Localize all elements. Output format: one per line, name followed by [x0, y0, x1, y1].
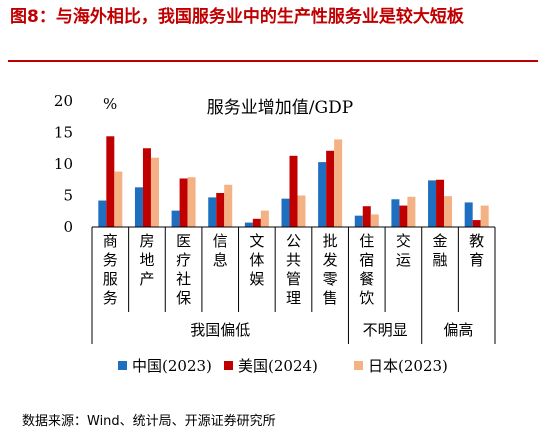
- bar: [281, 198, 290, 227]
- bar-chart: 服务业增加值/GDP % 0 5 10 15 20 商务服务 房地产 医疗社保 信息 文体娱 公共…: [54, 92, 496, 375]
- x-tick-label: 公共管理: [286, 232, 301, 307]
- bar: [244, 222, 253, 227]
- bar: [114, 171, 123, 227]
- bar: [334, 139, 343, 227]
- x-tick-label: 教育: [469, 232, 484, 269]
- bar: [208, 197, 217, 227]
- x-tick-label: 金融: [433, 232, 448, 269]
- bar: [472, 220, 481, 227]
- bar: [216, 192, 225, 227]
- x-tick-label: 商务服务: [103, 232, 118, 307]
- group-label: 偏高: [443, 321, 473, 339]
- x-tick-label: 交运: [396, 232, 411, 269]
- y-tick-label: 0: [63, 218, 73, 236]
- legend-label: 美国(2024): [238, 357, 318, 375]
- y-tick-label: 15: [54, 124, 73, 142]
- y-tick-label: 5: [63, 187, 73, 205]
- bars-layer: [98, 136, 489, 227]
- y-tick-label: 10: [54, 155, 73, 173]
- bar: [150, 157, 159, 227]
- bar: [252, 218, 261, 227]
- bar: [399, 205, 408, 227]
- axes-layer: [91, 226, 496, 344]
- title-divider: [8, 60, 538, 62]
- bar: [106, 136, 115, 227]
- bar: [391, 199, 400, 227]
- figure-title: 图8：与海外相比，我国服务业中的生产性服务业是较大短板: [10, 7, 464, 27]
- bar: [171, 210, 180, 227]
- bar: [142, 148, 151, 227]
- x-tick-label: 批发零售: [323, 232, 338, 307]
- legend-swatch: [118, 361, 127, 370]
- group-labels: 我国偏低 不明显 偏高: [190, 321, 473, 339]
- bar: [224, 184, 233, 227]
- source-note: 数据来源：Wind、统计局、开源证券研究所: [22, 414, 276, 429]
- bar: [428, 180, 437, 227]
- y-unit-label: %: [103, 95, 117, 113]
- bar: [362, 206, 371, 227]
- bar: [297, 195, 306, 227]
- bar: [370, 214, 379, 227]
- x-tick-label: 房地产: [139, 232, 154, 288]
- legend-label: 中国(2023): [132, 357, 212, 375]
- bar: [354, 215, 363, 227]
- bar: [134, 187, 143, 227]
- x-tick-label: 医疗社保: [176, 232, 191, 307]
- bar: [407, 196, 416, 227]
- x-tick-label: 文体娱: [249, 232, 264, 288]
- x-tick-label: 住宿餐饮: [359, 232, 374, 307]
- y-axis-ticks: 0 5 10 15 20: [54, 92, 73, 236]
- bar: [480, 205, 489, 227]
- bar: [289, 155, 298, 227]
- group-label: 不明显: [363, 321, 408, 339]
- legend-swatch: [224, 361, 233, 370]
- bar: [444, 196, 453, 227]
- bar: [436, 179, 445, 227]
- legend-label: 日本(2023): [368, 357, 448, 375]
- bar: [98, 200, 107, 227]
- x-tick-label: 信息: [213, 232, 228, 269]
- bar: [179, 178, 188, 227]
- bar: [326, 150, 335, 227]
- legend-swatch: [354, 361, 363, 370]
- legend: 中国(2023) 美国(2024) 日本(2023): [118, 357, 448, 375]
- bar: [318, 162, 327, 227]
- group-label: 我国偏低: [190, 321, 250, 339]
- bar: [464, 202, 473, 227]
- y-tick-label: 20: [54, 92, 73, 110]
- bar: [260, 210, 269, 227]
- bar: [187, 177, 196, 227]
- chart-title: 服务业增加值/GDP: [207, 98, 353, 118]
